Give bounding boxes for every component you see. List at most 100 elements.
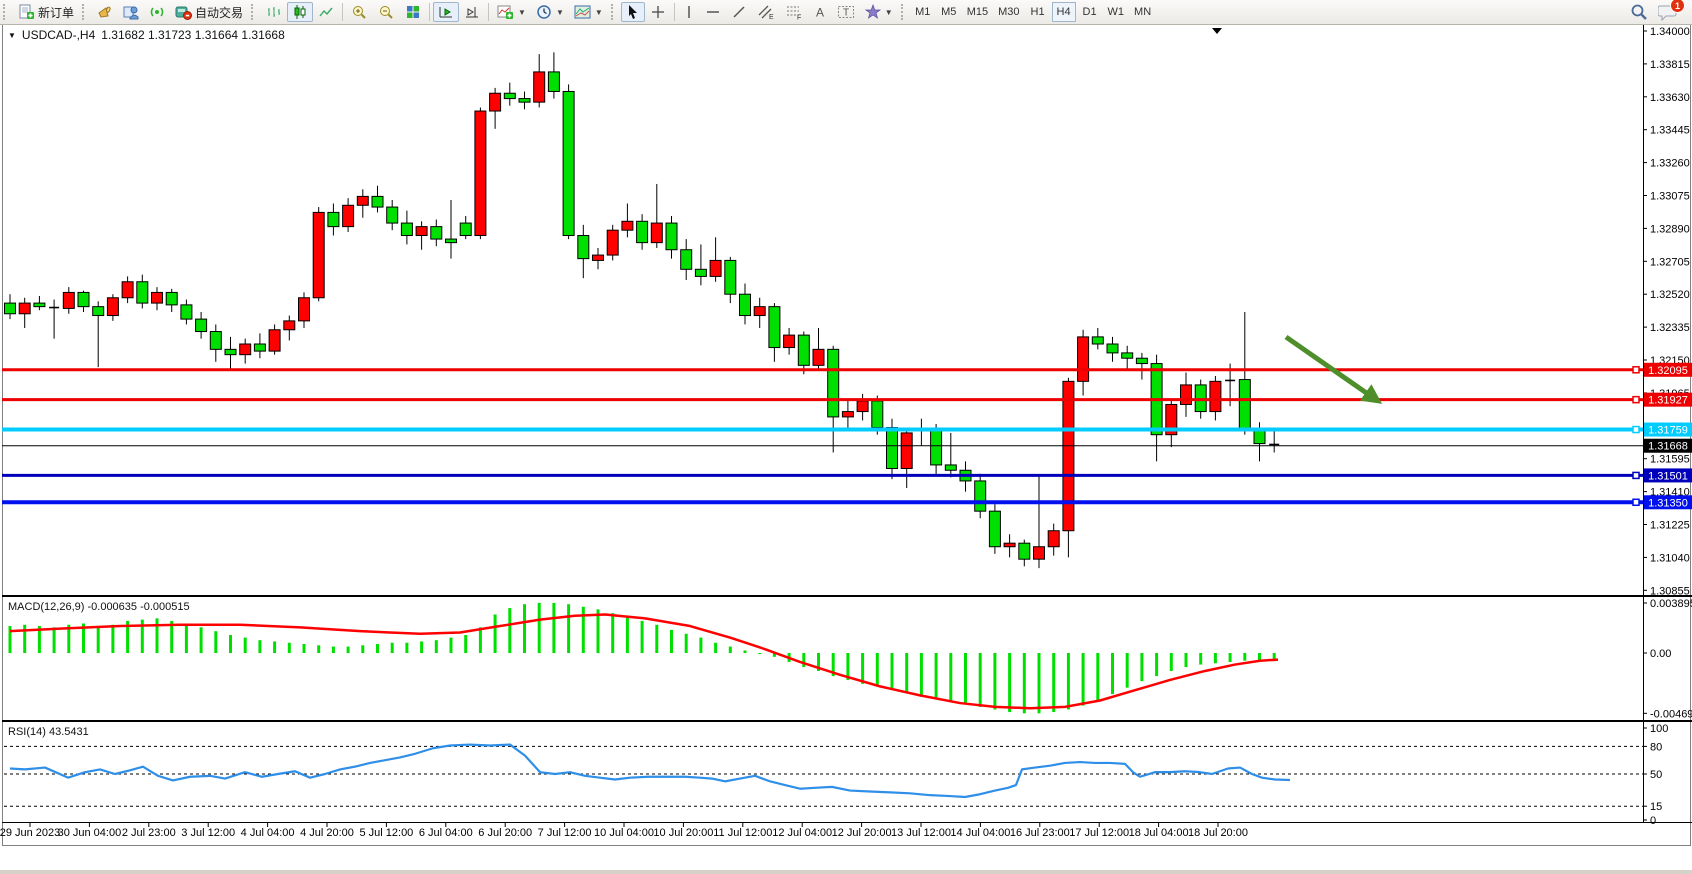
candlestick-chart-button[interactable] xyxy=(287,2,314,22)
bear-candle xyxy=(1238,379,1251,430)
macd-histogram-bar xyxy=(537,602,541,653)
macd-histogram-bar xyxy=(1258,653,1261,661)
macd-histogram-bar xyxy=(640,620,644,653)
bear-candle xyxy=(827,348,840,418)
tab-M30[interactable]: M30 xyxy=(994,2,1023,22)
auto-scroll-button[interactable] xyxy=(433,2,460,22)
autotrade-button[interactable]: 自动交易 xyxy=(170,2,248,22)
macd-histogram-bar xyxy=(52,627,56,653)
chart-shift-marker xyxy=(1212,28,1222,34)
fibonacci-button[interactable]: F xyxy=(780,2,808,22)
price-tick-label: 1.32705 xyxy=(1650,256,1690,268)
bar-chart-button[interactable] xyxy=(261,2,287,22)
bear-candle xyxy=(195,318,208,333)
macd-histogram-bar xyxy=(890,653,894,691)
bear-candle xyxy=(136,281,149,304)
macd-values: -0.000635 -0.000515 xyxy=(87,601,190,613)
search-button[interactable] xyxy=(1630,3,1648,21)
cursor-button[interactable] xyxy=(620,2,645,22)
price-tick-label: 1.33075 xyxy=(1650,191,1690,203)
text-button[interactable]: A xyxy=(808,2,832,22)
bear-candle xyxy=(180,304,193,320)
indicators-button[interactable]: ▼ xyxy=(492,2,531,22)
line-chart-button[interactable] xyxy=(313,2,339,22)
date-label: 18 Jul 20:00 xyxy=(1188,827,1248,839)
macd-title: MACD(12,26,9) xyxy=(8,601,85,613)
new-order-icon xyxy=(19,4,34,19)
equidistant-channel-button[interactable]: E xyxy=(752,2,780,22)
chart-shift-button[interactable] xyxy=(459,2,485,22)
macd-histogram-bar xyxy=(199,627,203,653)
chart-symbol-line: ▼ USDCAD-,H4 1.31682 1.31723 1.31664 1.3… xyxy=(8,28,285,42)
notifications-button[interactable]: 1 xyxy=(1658,0,1685,21)
market-watch-button[interactable] xyxy=(92,2,118,22)
dropdown-arrow-icon: ▼ xyxy=(884,7,893,17)
price-tag-label: 1.31927 xyxy=(1648,395,1688,407)
bear-candle xyxy=(1106,343,1119,354)
bull-candle xyxy=(900,432,913,469)
tab-H4[interactable]: H4 xyxy=(1051,2,1076,22)
zoom-out-icon xyxy=(380,6,393,19)
bear-candle xyxy=(944,464,957,471)
window-menu-icon[interactable]: ▼ xyxy=(8,30,16,40)
bear-candle xyxy=(1091,336,1104,345)
macd-histogram-bar xyxy=(508,608,512,653)
bull-candle xyxy=(709,259,722,277)
macd-histogram-bar xyxy=(317,645,321,653)
templates-button[interactable]: ▼ xyxy=(569,2,608,22)
tab-MN[interactable]: MN xyxy=(1130,2,1155,22)
rsi-axis-label: 15 xyxy=(1650,801,1662,813)
macd-axis-label: -0.004699 xyxy=(1650,708,1692,720)
tab-M15[interactable]: M15 xyxy=(963,2,992,22)
new-order-button[interactable]: 新订单 xyxy=(13,2,79,22)
text-label-button[interactable]: T xyxy=(832,2,860,22)
bar-chart-icon xyxy=(268,7,281,17)
toolbar-grip[interactable] xyxy=(900,4,907,20)
line-handle xyxy=(1632,471,1640,480)
horizontal-line-icon xyxy=(706,11,719,13)
horizontal-line-button[interactable] xyxy=(700,2,726,22)
arrows-button[interactable]: ▼ xyxy=(860,2,898,22)
tab-M1[interactable]: M1 xyxy=(911,2,935,22)
date-label: 14 Jul 04:00 xyxy=(950,827,1010,839)
macd-histogram-bar xyxy=(229,635,232,653)
macd-histogram-bar xyxy=(478,627,482,653)
macd-histogram-bar xyxy=(728,646,732,653)
tab-W1[interactable]: W1 xyxy=(1104,2,1129,22)
navigator-button[interactable] xyxy=(144,2,170,22)
bear-candle xyxy=(459,222,472,237)
bear-candle xyxy=(400,222,413,237)
vertical-line-button[interactable] xyxy=(678,2,700,22)
trendline-button[interactable] xyxy=(726,2,752,22)
chart-canvas[interactable]: 1.34000 1.33815 1.33630 1.33445 1.33260 1.330… xyxy=(0,24,1692,850)
crosshair-button[interactable] xyxy=(645,2,671,22)
macd-histogram-bar xyxy=(376,644,379,653)
toolbar-grip[interactable] xyxy=(82,4,88,20)
macd-histogram-bar xyxy=(875,653,879,687)
price-tick-label: 1.32520 xyxy=(1650,289,1690,301)
macd-axis-label: 0.003895 xyxy=(1650,598,1692,610)
macd-histogram-bar xyxy=(772,653,776,657)
bear-candle xyxy=(430,226,443,240)
svg-text:A: A xyxy=(816,6,824,20)
macd-histogram-bar xyxy=(670,629,673,653)
toolbar-grip[interactable] xyxy=(251,4,257,20)
tab-M5[interactable]: M5 xyxy=(937,2,961,22)
current-price-tag xyxy=(1644,438,1692,453)
macd-histogram-bar xyxy=(1037,653,1041,714)
tile-windows-button[interactable] xyxy=(400,2,426,22)
data-window-button[interactable] xyxy=(118,2,144,22)
line-handle xyxy=(1632,425,1640,434)
date-label: 10 Jul 04:00 xyxy=(594,827,654,839)
tab-D1[interactable]: D1 xyxy=(1078,2,1102,22)
zoom-in-button[interactable] xyxy=(346,2,373,22)
periods-button[interactable]: ▼ xyxy=(531,2,569,22)
rsi-value: 43.5431 xyxy=(48,726,89,738)
tab-H1[interactable]: H1 xyxy=(1026,2,1050,22)
toolbar-grip[interactable] xyxy=(3,4,9,20)
chart-window[interactable]: 1.34000 1.33815 1.33630 1.33445 1.33260 1.330… xyxy=(0,24,1692,874)
toolbar-grip[interactable] xyxy=(610,4,617,20)
macd-histogram-bar xyxy=(405,642,409,653)
zoom-out-button[interactable] xyxy=(373,2,400,22)
price-tag-label: 1.31759 xyxy=(1648,425,1688,437)
